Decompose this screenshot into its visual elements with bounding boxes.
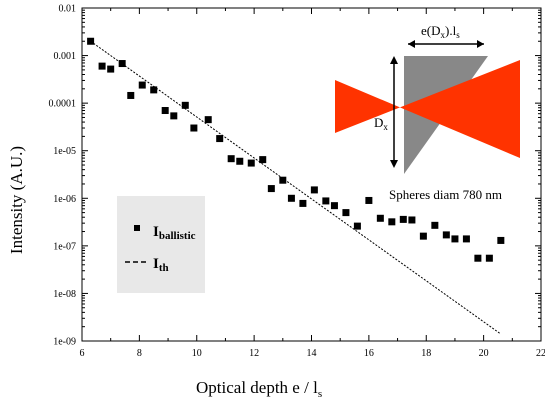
data-point [181, 101, 189, 109]
data-point [342, 209, 350, 217]
data-point [279, 176, 287, 184]
x-axis-ticks: 6 8 10 12 14 16 18 20 22 [80, 8, 545, 359]
data-point [408, 216, 416, 224]
legend-label-ballistic: Iballistic [153, 224, 196, 242]
y-tick-label: 1e-06 [53, 194, 76, 205]
data-point [365, 196, 373, 204]
x-tick-label: 8 [137, 348, 142, 359]
data-point [98, 62, 106, 70]
y-tick-label: 1e-09 [53, 337, 76, 348]
x-tick-label: 14 [307, 348, 317, 359]
data-point [442, 231, 450, 239]
data-point [236, 157, 244, 165]
data-point [267, 185, 275, 193]
y-tick-label: 0.01 [59, 4, 77, 15]
data-point [462, 235, 470, 243]
x-tick-label: 10 [192, 348, 202, 359]
data-point [353, 222, 361, 230]
legend-label-th: Ith [153, 256, 169, 274]
data-point [399, 215, 407, 223]
x-axis-label: Optical depth e / ls [196, 378, 322, 400]
y-tick-label: 1e-05 [53, 146, 76, 157]
data-point [227, 155, 235, 163]
y-tick-label: 0.0001 [49, 99, 77, 110]
y-axis-ticks: 0.01 0.001 0.0001 1e-05 1e-06 1e-07 1e-08 1e-09 [49, 4, 541, 348]
x-tick-label: 12 [249, 348, 259, 359]
y-tick-label: 1e-07 [53, 241, 76, 252]
data-point [161, 107, 169, 115]
data-point [118, 60, 126, 68]
data-point [247, 159, 255, 167]
data-point [204, 116, 212, 124]
data-point [87, 37, 95, 45]
data-point [127, 91, 135, 99]
ballistic-points [87, 37, 505, 262]
data-point [451, 235, 459, 243]
data-point [330, 202, 338, 210]
data-point [299, 199, 307, 207]
spheres-caption: Spheres diam 780 nm [389, 187, 502, 202]
x-tick-label: 22 [536, 348, 545, 359]
theory-line-segment [90, 40, 502, 335]
data-point [310, 186, 318, 194]
data-point [419, 232, 427, 240]
y-axis-label: Intensity (A.U.) [7, 146, 26, 254]
x-tick-label: 16 [364, 348, 374, 359]
data-point [388, 218, 396, 226]
data-point [190, 124, 198, 132]
data-point [485, 254, 493, 262]
data-point [497, 236, 505, 244]
theory-line [90, 40, 502, 335]
data-point [431, 221, 439, 229]
x-tick-label: 6 [80, 348, 85, 359]
inset-diagram: e(Dx).ls Dx [335, 23, 520, 174]
data-point [376, 214, 384, 222]
data-point [107, 65, 115, 73]
data-point [474, 254, 482, 262]
light-beam [335, 60, 520, 158]
width-label: e(Dx).ls [421, 23, 460, 40]
y-tick-label: 0.001 [54, 51, 77, 62]
data-point [138, 81, 146, 89]
height-label: Dx [374, 115, 388, 132]
x-tick-label: 18 [421, 348, 431, 359]
data-point [287, 194, 295, 202]
data-point [150, 86, 158, 94]
data-point [259, 156, 267, 164]
legend-box [117, 196, 205, 293]
data-point [170, 112, 178, 120]
x-tick-label: 20 [479, 348, 489, 359]
y-tick-label: 1e-08 [53, 289, 76, 300]
legend-marker-ballistic [134, 225, 140, 231]
data-point [322, 197, 330, 205]
data-point [216, 135, 224, 143]
